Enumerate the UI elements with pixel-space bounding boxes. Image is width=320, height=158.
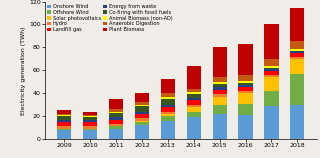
Bar [187,112,201,117]
Bar [135,114,149,118]
Bar [135,118,149,121]
Bar [264,75,278,77]
Bar [187,89,201,92]
Bar [187,100,201,105]
Bar [135,122,149,125]
Bar [238,85,253,88]
Bar [238,93,253,103]
Bar [238,44,253,75]
Bar [109,109,123,112]
Bar [187,92,201,94]
Bar [238,115,253,139]
Bar [135,125,149,139]
Bar [264,68,278,69]
Bar [135,102,149,105]
Bar [161,99,175,105]
Bar [83,112,97,115]
Bar [212,114,227,139]
Bar [290,41,304,49]
Bar [187,117,201,139]
Bar [264,106,278,139]
Bar [212,94,227,97]
Bar [109,129,123,139]
Bar [109,124,123,126]
Bar [83,116,97,117]
Bar [57,114,71,115]
Bar [161,121,175,139]
Bar [57,130,71,139]
Bar [187,66,201,89]
Bar [264,77,278,91]
Bar [161,107,175,112]
Bar [264,59,278,66]
Bar [290,53,304,57]
Bar [83,126,97,129]
Bar [57,120,71,122]
Bar [109,113,123,117]
Bar [83,122,97,126]
Bar [290,9,304,41]
Bar [212,82,227,84]
Bar [83,115,97,116]
Bar [83,120,97,122]
Bar [161,79,175,93]
Bar [109,120,123,124]
Bar [109,126,123,129]
Bar [264,69,278,71]
Bar [212,97,227,105]
Bar [212,90,227,94]
Bar [238,88,253,91]
Bar [238,91,253,93]
Bar [161,105,175,107]
Bar [264,71,278,75]
Bar [238,81,253,83]
Bar [161,114,175,116]
Bar [290,51,304,53]
Bar [57,126,71,129]
Bar [187,107,201,112]
Bar [161,116,175,121]
Bar [161,93,175,97]
Bar [109,117,123,120]
Bar [109,112,123,113]
Bar [264,91,278,106]
Bar [290,105,304,139]
Bar [57,122,71,126]
Bar [161,97,175,99]
Bar [135,112,149,114]
Bar [264,24,278,59]
Bar [290,49,304,51]
Bar [264,66,278,68]
Bar [83,130,97,139]
Bar [212,47,227,77]
Bar [187,98,201,100]
Bar [212,77,227,82]
Bar [290,59,304,74]
Bar [109,99,123,109]
Bar [135,106,149,112]
Bar [135,93,149,102]
Bar [212,88,227,90]
Bar [187,94,201,98]
Bar [83,129,97,130]
Bar [135,105,149,106]
Bar [212,105,227,114]
Bar [83,117,97,120]
Bar [187,105,201,107]
Bar [57,115,71,116]
Bar [57,129,71,130]
Bar [290,74,304,105]
Bar [238,83,253,85]
Bar [161,112,175,114]
Bar [212,84,227,88]
Bar [57,110,71,114]
Bar [238,103,253,115]
Y-axis label: Electricity generation (TWh): Electricity generation (TWh) [21,26,26,115]
Bar [290,57,304,59]
Bar [57,116,71,120]
Bar [238,75,253,81]
Bar [135,121,149,122]
Legend: Onshore Wind, Offshore Wind, Solar photovoltaics, Hydro, Landfill gas, Energy fr: Onshore Wind, Offshore Wind, Solar photo… [47,4,172,32]
